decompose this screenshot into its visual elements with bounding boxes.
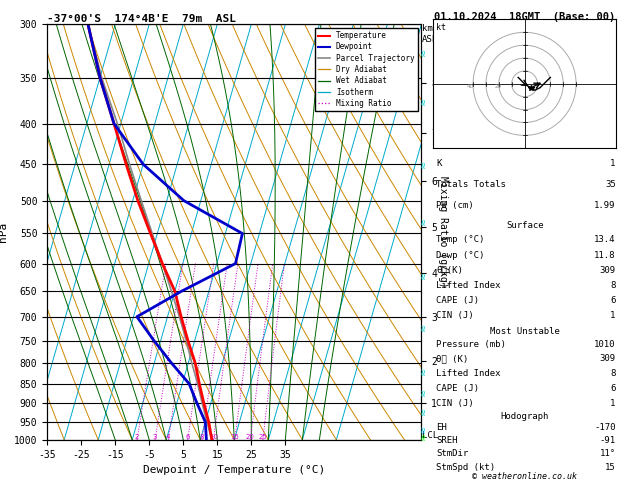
Text: -37°00'S  174°4B'E  79m  ASL: -37°00'S 174°4B'E 79m ASL [47, 14, 236, 23]
Y-axis label: Mixing Ratio (g/kg): Mixing Ratio (g/kg) [438, 176, 448, 288]
Text: 15: 15 [605, 463, 616, 472]
Text: ≈: ≈ [418, 97, 428, 105]
Text: ≈: ≈ [418, 48, 428, 56]
Text: Surface: Surface [506, 221, 543, 230]
Text: StmSpd (kt): StmSpd (kt) [436, 463, 495, 472]
Text: 309: 309 [599, 266, 616, 275]
Text: 3: 3 [153, 434, 157, 440]
Text: ≈: ≈ [418, 407, 428, 415]
Text: 4: 4 [166, 434, 170, 440]
Text: CAPE (J): CAPE (J) [436, 296, 479, 305]
Text: 35: 35 [605, 180, 616, 189]
Text: Lifted Index: Lifted Index [436, 281, 501, 290]
Y-axis label: hPa: hPa [0, 222, 8, 242]
Text: StmDir: StmDir [436, 450, 469, 458]
Text: Totals Totals: Totals Totals [436, 180, 506, 189]
Text: 25: 25 [259, 434, 267, 440]
Text: CAPE (J): CAPE (J) [436, 384, 479, 393]
Text: ≈: ≈ [418, 217, 428, 225]
Text: 6: 6 [610, 296, 616, 305]
Text: CIN (J): CIN (J) [436, 399, 474, 408]
Text: km
ASL: km ASL [422, 24, 438, 44]
Text: © weatheronline.co.uk: © weatheronline.co.uk [472, 472, 577, 481]
Text: θᴄ(K): θᴄ(K) [436, 266, 463, 275]
Text: 20: 20 [246, 434, 255, 440]
Text: 1.99: 1.99 [594, 201, 616, 210]
Text: 20: 20 [495, 84, 502, 89]
Text: 8: 8 [610, 281, 616, 290]
Text: ≈: ≈ [418, 388, 428, 396]
Text: 01.10.2024  18GMT  (Base: 00): 01.10.2024 18GMT (Base: 00) [434, 12, 615, 22]
Text: ≈: ≈ [418, 425, 428, 434]
Text: K: K [436, 159, 442, 168]
Text: PW (cm): PW (cm) [436, 201, 474, 210]
Text: 11.8: 11.8 [594, 250, 616, 260]
Text: Hodograph: Hodograph [501, 412, 549, 421]
Text: EH: EH [436, 423, 447, 432]
Text: kt: kt [437, 23, 447, 32]
Text: CIN (J): CIN (J) [436, 311, 474, 320]
Text: 1010: 1010 [594, 340, 616, 348]
Text: 6: 6 [186, 434, 190, 440]
Text: Temp (°C): Temp (°C) [436, 235, 484, 244]
Text: 1: 1 [610, 159, 616, 168]
Text: -170: -170 [594, 423, 616, 432]
Text: 8: 8 [610, 369, 616, 378]
Legend: Temperature, Dewpoint, Parcel Trajectory, Dry Adiabat, Wet Adiabat, Isotherm, Mi: Temperature, Dewpoint, Parcel Trajectory… [315, 28, 418, 111]
Text: θᴄ (K): θᴄ (K) [436, 354, 469, 364]
Text: 1: 1 [610, 311, 616, 320]
Text: 309: 309 [599, 354, 616, 364]
Text: 10: 10 [209, 434, 218, 440]
Text: 6: 6 [610, 384, 616, 393]
Text: LCL: LCL [422, 431, 438, 440]
Text: 8: 8 [200, 434, 204, 440]
Text: 1: 1 [610, 399, 616, 408]
Text: Dewp (°C): Dewp (°C) [436, 250, 484, 260]
Text: ≈: ≈ [418, 433, 428, 440]
Text: Pressure (mb): Pressure (mb) [436, 340, 506, 348]
Text: -91: -91 [599, 436, 616, 445]
Text: Lifted Index: Lifted Index [436, 369, 501, 378]
Text: Most Unstable: Most Unstable [490, 327, 560, 336]
Text: SREH: SREH [436, 436, 457, 445]
Text: 2: 2 [135, 434, 139, 440]
Text: ≈: ≈ [418, 367, 428, 375]
Text: ≈: ≈ [418, 160, 428, 168]
Text: 40: 40 [467, 84, 474, 89]
Text: ≈: ≈ [418, 271, 428, 279]
Text: 11°: 11° [599, 450, 616, 458]
Text: 15: 15 [230, 434, 239, 440]
X-axis label: Dewpoint / Temperature (°C): Dewpoint / Temperature (°C) [143, 465, 325, 475]
Text: 13.4: 13.4 [594, 235, 616, 244]
Text: ≈: ≈ [418, 322, 428, 330]
